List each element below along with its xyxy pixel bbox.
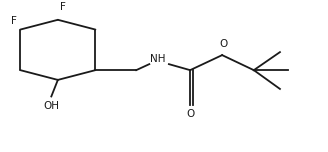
Text: F: F (60, 2, 66, 12)
Text: O: O (220, 39, 228, 49)
Text: NH: NH (150, 54, 165, 64)
Text: OH: OH (43, 101, 59, 111)
Text: F: F (11, 16, 17, 26)
Text: O: O (186, 109, 194, 119)
